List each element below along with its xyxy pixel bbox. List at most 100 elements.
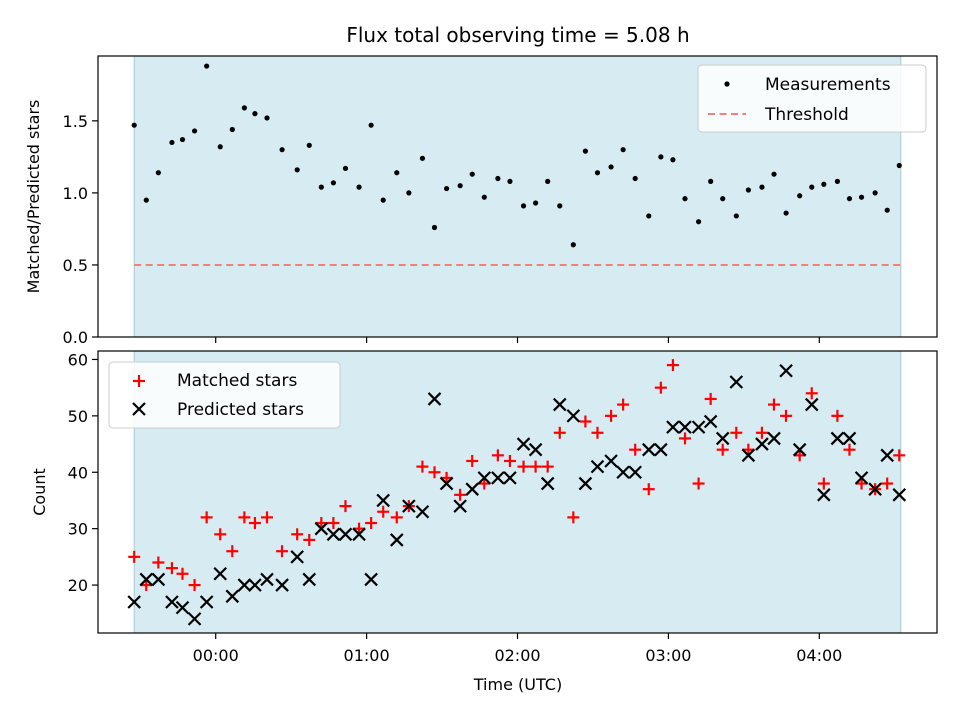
predicted-star-point	[237, 578, 252, 592]
measurement-point	[457, 183, 463, 189]
matched-star-point	[541, 460, 554, 473]
measurement-point	[443, 185, 450, 192]
predicted-star-point	[453, 499, 467, 513]
matched-star-point	[553, 426, 566, 439]
matched-star-point	[503, 454, 516, 467]
measurement-point	[658, 154, 664, 160]
predicted-star-point	[290, 550, 304, 564]
matched-star-point	[478, 477, 491, 490]
predicted-star-point	[880, 448, 894, 463]
measurement-point	[759, 184, 765, 190]
matched-star-point	[276, 545, 289, 558]
legend-matched-marker	[133, 375, 145, 387]
measurement-point	[431, 224, 438, 231]
predicted-star-point	[804, 397, 819, 412]
predicted-star-point	[199, 595, 214, 609]
predicted-star-point	[139, 572, 154, 587]
measurement-point	[783, 210, 789, 216]
top-axes-frame	[97, 55, 938, 338]
matched-star-point	[529, 460, 542, 473]
predicted-star-point	[491, 471, 505, 485]
predicted-star-point	[187, 612, 202, 626]
bot-y-tick-label: 30	[68, 520, 88, 539]
legend-threshold-label: Threshold	[764, 105, 849, 125]
measurement-points	[131, 63, 902, 248]
matched-star-point	[248, 517, 261, 530]
predicted-star-point	[642, 442, 656, 457]
bottom-legend: Matched stars Predicted stars	[108, 361, 341, 429]
predicted-star-point	[213, 567, 228, 581]
predicted-star-point	[868, 482, 882, 496]
legend-measurements-marker	[724, 81, 730, 87]
measurement-point	[582, 148, 589, 154]
measurement-point	[306, 142, 312, 148]
measurement-point	[733, 213, 739, 219]
measurement-point	[620, 147, 626, 153]
matched-star-point	[817, 477, 830, 490]
bot-y-tick-label: 50	[68, 407, 88, 426]
measurement-point	[318, 184, 324, 190]
measurement-point	[155, 170, 161, 176]
predicted-star-point	[578, 476, 593, 491]
measurement-point	[695, 219, 702, 225]
predicted-star-point	[477, 471, 492, 485]
measurement-point	[406, 190, 412, 196]
predicted-star-point	[165, 595, 179, 609]
matched-star-point	[605, 409, 618, 422]
predicted-star-point	[666, 420, 680, 434]
matched-star-point	[200, 511, 213, 524]
legend-predicted-marker	[132, 402, 146, 416]
bot-y-tick-label: 40	[68, 463, 88, 482]
predicted-star-point	[338, 527, 353, 542]
matched-star-point	[165, 562, 178, 575]
bottom-y-ticks: 20 30 40 50 60	[68, 350, 98, 595]
matched-star-point	[339, 500, 352, 513]
measurement-point	[834, 178, 841, 184]
predicted-star-point	[151, 572, 166, 587]
matched-star-point	[238, 511, 251, 524]
measurement-point	[169, 139, 175, 146]
measurement-point	[143, 197, 149, 203]
predicted-star-point	[364, 572, 378, 587]
top-y-ticks: 0.0 0.5 1.0 1.5	[63, 112, 98, 347]
measurement-point	[330, 180, 337, 186]
predicted-star-points	[127, 363, 907, 626]
predicted-star-point	[302, 572, 317, 587]
measurement-point	[608, 164, 614, 170]
measurement-point	[131, 122, 137, 128]
measurement-point	[191, 128, 198, 134]
predicted-star-point	[616, 465, 630, 480]
matched-star-point	[805, 387, 818, 400]
predicted-star-point	[654, 442, 668, 457]
bot-y-tick-label: 60	[68, 350, 88, 369]
predicted-star-point	[854, 471, 869, 485]
measurement-point	[204, 63, 210, 69]
predicted-star-point	[248, 578, 262, 592]
predicted-star-point	[590, 459, 605, 474]
bottom-panel: 20 30 40 50 60 00:00 01:00 02:00 03:00 04:00 Cou…	[30, 350, 938, 694]
matched-star-point	[793, 449, 806, 462]
predicted-star-point	[127, 595, 141, 609]
top-y-axis-label: Matched/Predicted stars	[24, 100, 43, 294]
predicted-star-point	[703, 414, 718, 429]
predicted-star-point	[427, 392, 442, 406]
x-tick-label: 00:00	[193, 646, 239, 665]
measurement-point	[294, 167, 300, 173]
matched-star-point	[567, 511, 580, 524]
predicted-star-point	[516, 437, 531, 451]
matched-star-point	[704, 392, 717, 405]
measurement-point	[241, 105, 247, 111]
predicted-star-point	[390, 533, 404, 547]
matched-star-point	[843, 443, 856, 456]
predicted-star-point	[741, 448, 756, 463]
predicted-star-point	[540, 476, 555, 491]
predicted-star-point	[552, 397, 567, 412]
measurement-point	[264, 115, 270, 121]
predicted-star-point	[415, 504, 430, 519]
matched-star-point	[755, 426, 768, 439]
measurement-point	[252, 111, 258, 117]
matched-star-point	[831, 409, 844, 422]
predicted-star-point	[892, 488, 907, 502]
matched-star-point	[327, 517, 340, 530]
